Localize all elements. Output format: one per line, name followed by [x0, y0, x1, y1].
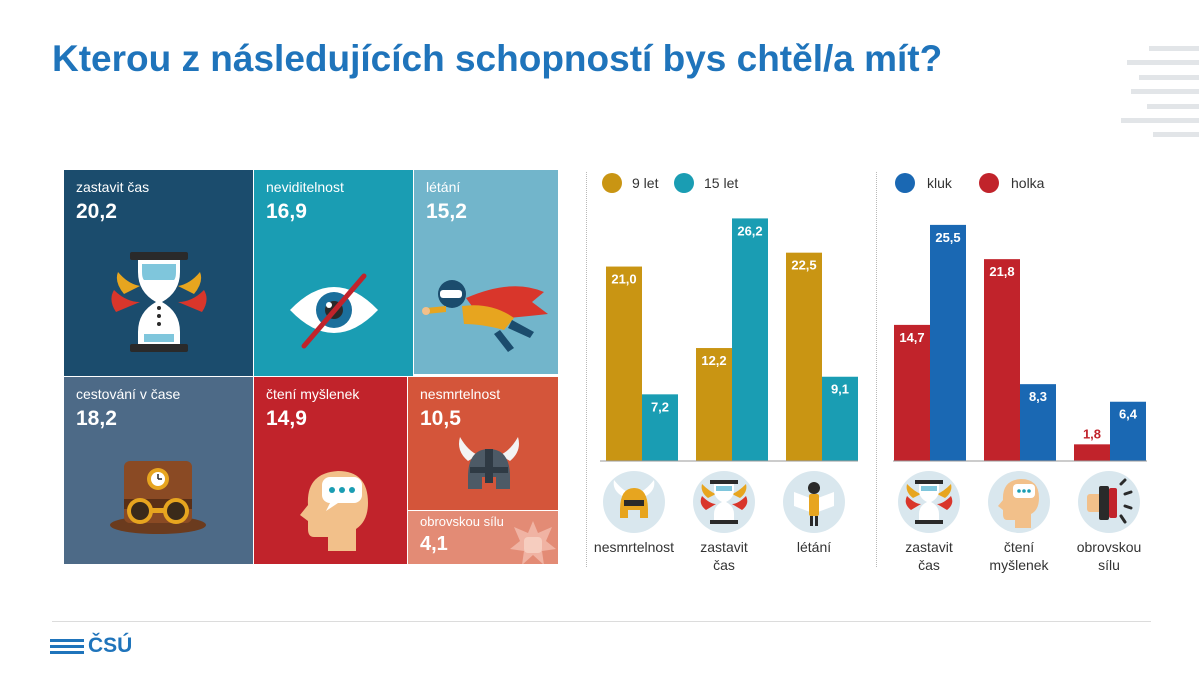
- category-label-cteni-myslenek: čtení myšlenek: [989, 539, 1049, 573]
- punch-burst-icon: [510, 521, 556, 564]
- tile-value: 10,5: [420, 407, 461, 430]
- crossed-eye-icon: [290, 273, 378, 349]
- bars: 14,7 25,5 21,8 8,3 1,8 6,4: [894, 224, 1146, 461]
- mind-reading-head-icon: [300, 471, 368, 551]
- legend-label-holka: holka: [1011, 175, 1045, 191]
- bar-value-label: 12,2: [701, 353, 726, 368]
- bar-value-label: 9,1: [831, 382, 849, 397]
- legend-swatch-15-let: [674, 173, 694, 193]
- bar-value-label: 25,5: [935, 230, 960, 245]
- legend: kluk holka: [895, 173, 1045, 193]
- bar-15-let-letani: [822, 376, 858, 461]
- category-label-nesmrtelnost: nesmrtelnost: [594, 539, 674, 555]
- viking-helmet-icon: [613, 480, 655, 518]
- chart-age: 9 let 15 let 21,0 7,2 12,2 26,2 22,5 9,1: [594, 173, 858, 573]
- tile-value: 20,2: [76, 200, 117, 223]
- tile-label: čtení myšlenek: [266, 386, 360, 402]
- legend: 9 let 15 let: [602, 173, 738, 193]
- bar-value-label: 26,2: [737, 223, 762, 238]
- chart-gender: kluk holka 14,7 25,5 21,8 8,3 1,8 6,4: [893, 173, 1147, 573]
- tile-label: zastavit čas: [76, 179, 150, 195]
- bar-holka-obrovskou-silu: [1074, 444, 1110, 461]
- category-label-zastavit-cas: zastavit čas: [905, 539, 953, 573]
- footer-divider: [52, 621, 1151, 622]
- category-label-zastavit-cas: zastavit čas: [700, 539, 748, 573]
- logo-lines-icon: [50, 639, 84, 657]
- tile-label: létání: [426, 179, 461, 195]
- tile-label: nesmrtelnost: [420, 386, 501, 402]
- bar-holka-cteni-myslenek: [984, 259, 1020, 461]
- category-label-letani: létání: [797, 539, 831, 555]
- category-label-obrovskou-silu: obrovskou sílu: [1077, 539, 1142, 573]
- tile-value: 14,9: [266, 407, 307, 430]
- steampunk-hat-icon: [110, 461, 206, 534]
- page-title: Kterou z následujících schopností bys ch…: [52, 38, 943, 79]
- legend-label-15-let: 15 let: [704, 175, 738, 191]
- legend-label-9-let: 9 let: [632, 175, 659, 191]
- bar-kluk-zastavit-cas: [930, 224, 966, 461]
- tile-label: neviditelnost: [266, 179, 344, 195]
- legend-swatch-kluk: [895, 173, 915, 193]
- bar-9-let-nesmrtelnost: [606, 266, 642, 461]
- divider: [876, 172, 877, 567]
- legend-label-kluk: kluk: [927, 175, 953, 191]
- logo-text: ČSÚ: [88, 634, 133, 657]
- tile-value: 16,9: [266, 200, 307, 223]
- bar-holka-zastavit-cas: [894, 324, 930, 461]
- treemap-tile-neviditelnost: neviditelnost 16,9: [254, 170, 413, 376]
- bar-value-label: 22,5: [791, 258, 816, 273]
- bar-value-label: 14,7: [899, 330, 924, 345]
- legend-swatch-9-let: [602, 173, 622, 193]
- bar-kluk-obrovskou-silu: [1110, 401, 1146, 461]
- treemap-tile-obrovskou-silu: obrovskou sílu 4,1: [408, 511, 558, 564]
- viking-helmet-icon: [459, 437, 519, 489]
- category-icons: [898, 471, 1140, 533]
- treemap-tile-cestovani-v-case: cestování v čase 18,2: [64, 377, 253, 564]
- tile-label: cestování v čase: [76, 386, 181, 402]
- bar-9-let-zastavit-cas: [696, 348, 732, 461]
- punch-icon: [1087, 478, 1133, 524]
- flying-hero-icon: [794, 482, 834, 526]
- divider: [586, 172, 587, 567]
- tile-value: 18,2: [76, 407, 117, 430]
- hourglass-icon: [905, 480, 953, 524]
- tile-value: 15,2: [426, 200, 467, 223]
- category-labels: nesmrtelnost zastavit čas létání: [594, 539, 831, 573]
- flying-hero-icon: [422, 280, 548, 352]
- treemap-tile-zastavit-cas: zastavit čas 20,2: [64, 170, 253, 376]
- category-icons: [603, 471, 845, 533]
- legend-swatch-holka: [979, 173, 999, 193]
- treemap-tile-nesmrtelnost: nesmrtelnost 10,5: [408, 377, 558, 510]
- mind-reading-head-icon: [998, 479, 1039, 528]
- bar-15-let-zastavit-cas: [732, 218, 768, 461]
- bars: 21,0 7,2 12,2 26,2 22,5 9,1: [606, 218, 858, 461]
- treemap-tile-cteni-myslenek: čtení myšlenek 14,9: [254, 377, 407, 564]
- tile-value: 4,1: [420, 533, 448, 555]
- category-labels: zastavit čas čtení myšlenek obrovskou sílu: [905, 539, 1141, 573]
- bar-9-let-letani: [786, 252, 822, 461]
- hourglass-icon: [111, 252, 207, 352]
- tile-label: obrovskou sílu: [420, 514, 504, 529]
- hourglass-icon: [700, 480, 748, 524]
- bar-kluk-cteni-myslenek: [1020, 384, 1056, 461]
- bar-value-label: 8,3: [1029, 389, 1047, 404]
- bar-value-label: 1,8: [1083, 426, 1101, 441]
- bar-value-label: 6,4: [1119, 407, 1138, 422]
- bar-value-label: 21,8: [989, 264, 1014, 279]
- bar-value-label: 21,0: [611, 272, 636, 287]
- bar-value-label: 7,2: [651, 399, 669, 414]
- bar-15-let-nesmrtelnost: [642, 394, 678, 461]
- treemap-tile-letani: létání 15,2: [414, 170, 558, 374]
